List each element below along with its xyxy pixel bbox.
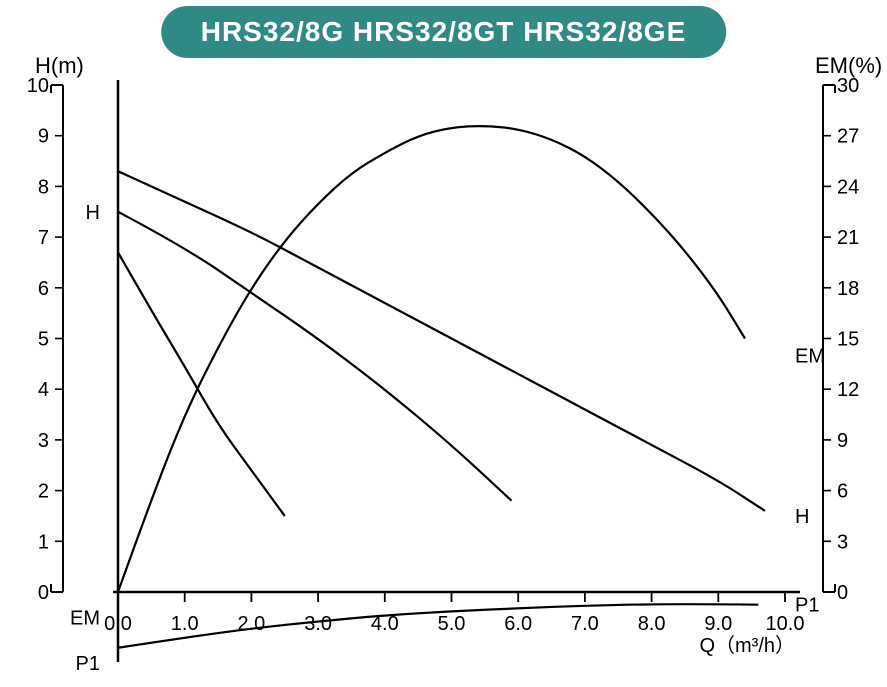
curve-label: EM [795,345,825,367]
left-tick-label: 4 [38,379,49,401]
curve-label: H [795,506,809,528]
x-tick-label: 5.0 [438,613,466,635]
curve-h-2 [118,212,512,501]
left-axis-label: H(m) [35,53,84,78]
left-tick-label: 9 [38,126,49,148]
curve-label: P1 [795,595,819,617]
x-tick-label: 0.0 [104,613,132,635]
x-tick-label: 3.0 [304,613,332,635]
curve-label: H [86,202,100,224]
x-tick-label: 6.0 [504,613,532,635]
right-tick-label: 0 [837,582,848,604]
right-axis-label: EM(%) [815,53,882,78]
right-tick-label: 9 [837,430,848,452]
curve-em [118,126,745,592]
pump-curve-chart: 0.01.02.03.04.05.06.07.08.09.010.0Q（m³/h… [0,0,887,687]
left-tick-label: 6 [38,278,49,300]
x-tick-label: 2.0 [237,613,265,635]
curve-label: P1 [76,653,100,675]
right-tick-label: 18 [837,278,859,300]
x-tick-label: 8.0 [638,613,666,635]
curve-h-1 [118,171,765,511]
left-tick-label: 2 [38,481,49,503]
x-axis-label: Q（m³/h） [699,634,795,657]
left-tick-label: 5 [38,329,49,351]
left-tick-label: 3 [38,430,49,452]
right-tick-label: 3 [837,531,848,553]
right-tick-label: 12 [837,379,859,401]
right-tick-label: 15 [837,329,859,351]
left-tick-label: 7 [38,227,49,249]
x-tick-label: 9.0 [704,613,732,635]
curve-h-3 [118,252,285,516]
right-tick-label: 24 [837,176,859,198]
right-tick-label: 21 [837,227,859,249]
left-tick-label: 1 [38,531,49,553]
left-tick-label: 0 [38,582,49,604]
x-tick-label: 7.0 [571,613,599,635]
right-tick-label: 27 [837,126,859,148]
x-tick-label: 1.0 [171,613,199,635]
left-tick-label: 10 [27,75,49,97]
right-tick-label: 30 [837,75,859,97]
left-tick-label: 8 [38,176,49,198]
right-tick-label: 6 [837,481,848,503]
curve-label: EM [70,607,100,629]
